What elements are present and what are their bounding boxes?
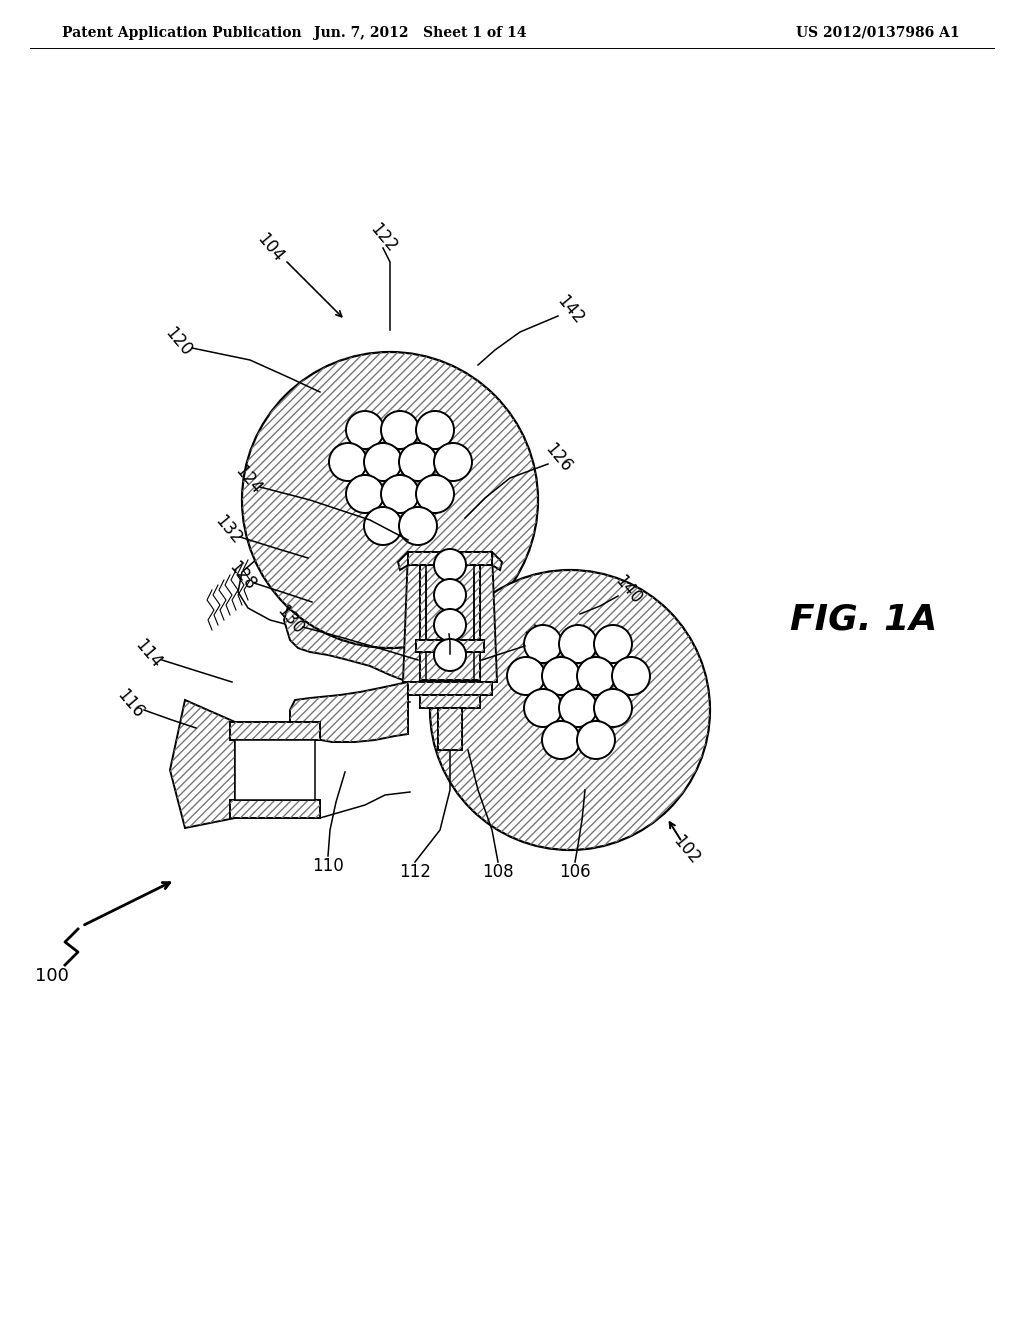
Circle shape (416, 411, 454, 449)
Bar (426, 552, 474, 645)
Polygon shape (403, 552, 438, 682)
Circle shape (542, 657, 580, 696)
Circle shape (430, 570, 710, 850)
Text: 126: 126 (541, 440, 575, 477)
Bar (416, 640, 484, 652)
Circle shape (381, 411, 419, 449)
Text: 140: 140 (611, 572, 645, 609)
Circle shape (399, 444, 437, 480)
Text: US 2012/0137986 A1: US 2012/0137986 A1 (797, 26, 961, 40)
Text: Jun. 7, 2012   Sheet 1 of 14: Jun. 7, 2012 Sheet 1 of 14 (313, 26, 526, 40)
Circle shape (577, 657, 615, 696)
Circle shape (542, 721, 580, 759)
Bar (230, 800, 319, 818)
Circle shape (416, 475, 454, 513)
Text: 114: 114 (131, 636, 165, 672)
Bar (426, 572, 474, 696)
Circle shape (434, 639, 466, 671)
Bar (420, 696, 480, 708)
Bar (408, 552, 492, 565)
Circle shape (434, 444, 472, 480)
Circle shape (434, 609, 466, 642)
Text: 108: 108 (482, 863, 514, 880)
Polygon shape (170, 700, 234, 828)
Circle shape (612, 657, 650, 696)
Text: 113: 113 (519, 622, 553, 657)
Circle shape (434, 549, 466, 581)
Text: 100: 100 (35, 968, 69, 985)
Circle shape (434, 579, 466, 611)
Circle shape (594, 689, 632, 727)
Bar (420, 565, 480, 680)
Circle shape (346, 411, 384, 449)
Text: Patent Application Publication: Patent Application Publication (62, 26, 302, 40)
Circle shape (559, 624, 597, 663)
Bar (408, 552, 492, 565)
Text: 120: 120 (161, 323, 196, 360)
Bar (438, 708, 462, 750)
Text: 130: 130 (273, 602, 307, 638)
Text: 132: 132 (211, 512, 245, 548)
Text: 104: 104 (253, 230, 287, 265)
Bar (416, 640, 484, 652)
Circle shape (507, 657, 545, 696)
Bar (420, 565, 480, 680)
Text: 144: 144 (425, 609, 459, 644)
Circle shape (559, 689, 597, 727)
Bar (234, 741, 315, 800)
Circle shape (524, 624, 562, 663)
Bar (420, 696, 480, 708)
Polygon shape (398, 552, 426, 570)
Polygon shape (474, 552, 502, 570)
Text: 112: 112 (399, 863, 431, 880)
Circle shape (242, 352, 538, 648)
Circle shape (364, 444, 402, 480)
Bar (230, 722, 319, 741)
Polygon shape (462, 552, 497, 682)
Text: 116: 116 (113, 686, 147, 722)
Bar (438, 708, 462, 750)
Text: FIG. 1A: FIG. 1A (790, 603, 937, 638)
Text: 142: 142 (553, 292, 587, 327)
Circle shape (524, 689, 562, 727)
Text: 110: 110 (312, 857, 344, 875)
Circle shape (329, 444, 367, 480)
Polygon shape (290, 682, 408, 742)
Text: 106: 106 (559, 863, 591, 880)
Circle shape (577, 721, 615, 759)
Circle shape (346, 475, 384, 513)
Bar (230, 722, 319, 741)
Text: 102: 102 (669, 832, 703, 869)
Bar (408, 682, 492, 696)
Circle shape (399, 507, 437, 545)
Bar (408, 682, 492, 696)
Polygon shape (284, 568, 426, 682)
Text: 128: 128 (225, 558, 259, 594)
Circle shape (381, 475, 419, 513)
Circle shape (594, 624, 632, 663)
Circle shape (364, 507, 402, 545)
Bar (230, 800, 319, 818)
Text: 124: 124 (230, 462, 265, 498)
Text: 122: 122 (366, 220, 400, 256)
